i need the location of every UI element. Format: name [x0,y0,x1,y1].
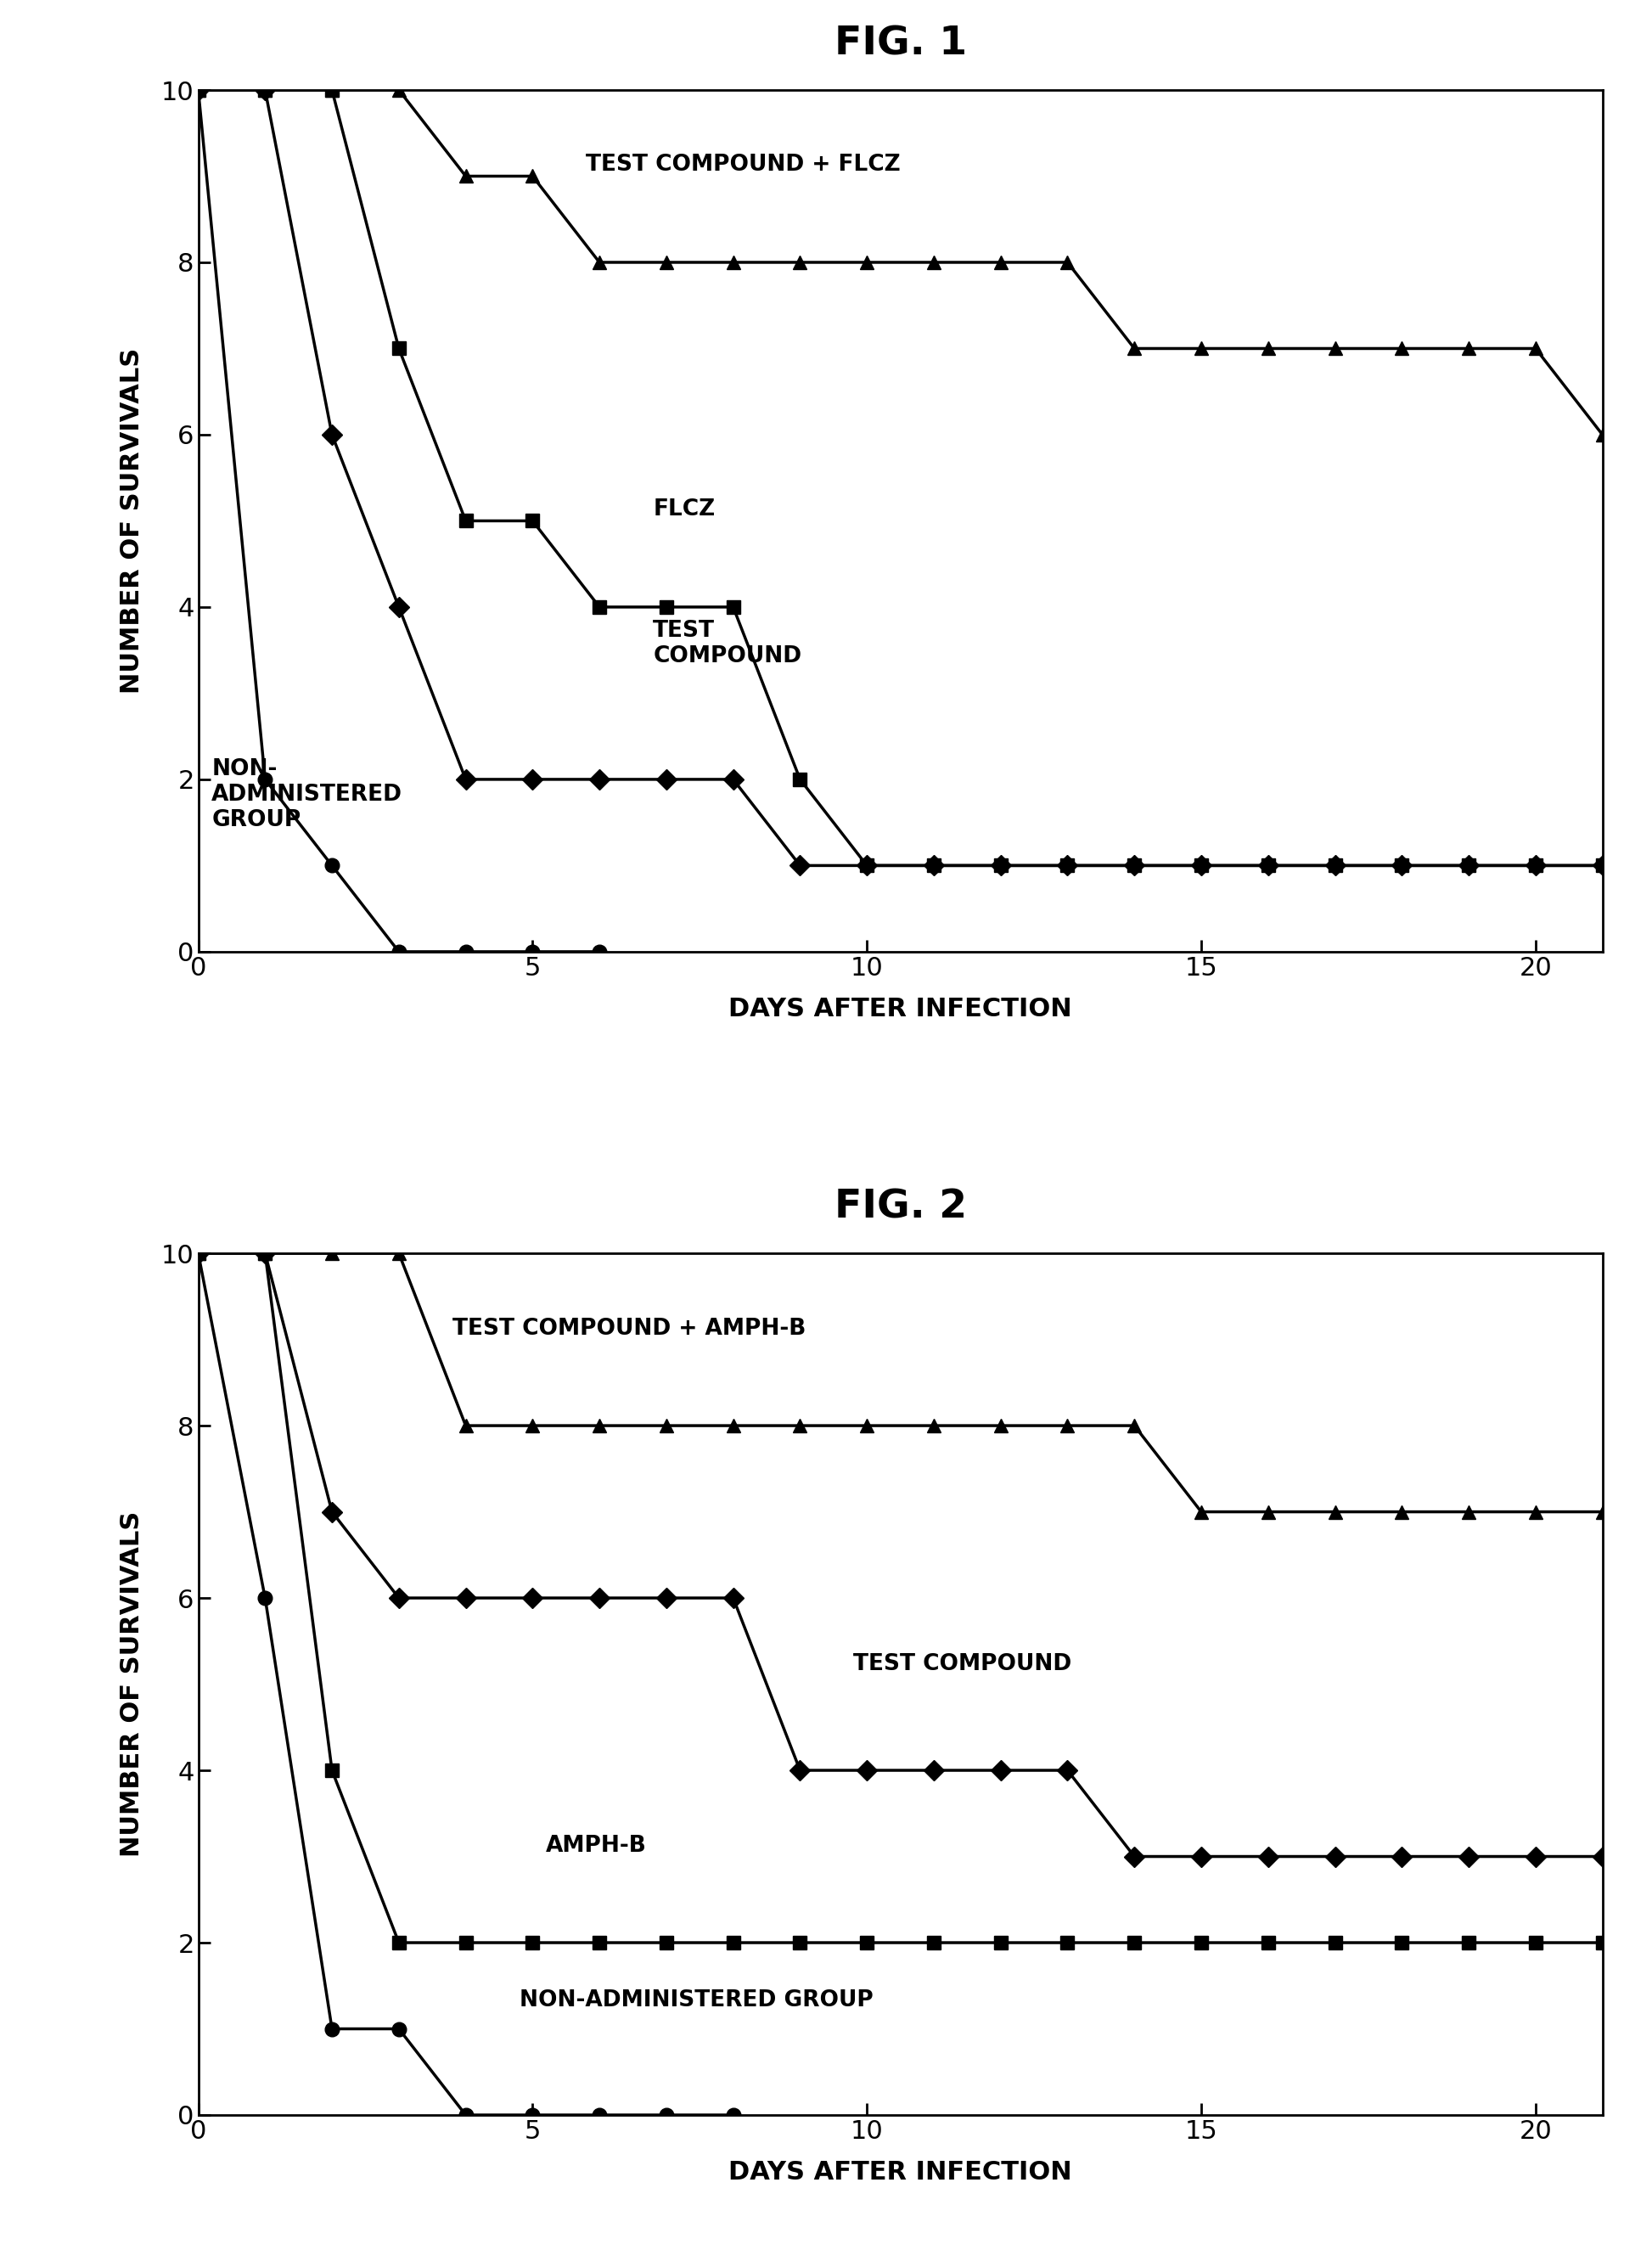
Text: TEST COMPOUND + FLCZ: TEST COMPOUND + FLCZ [586,153,900,176]
Text: AMPH-B: AMPH-B [545,1834,648,1856]
Title: FIG. 1: FIG. 1 [834,25,966,63]
Text: FLCZ: FLCZ [653,500,715,520]
Text: TEST
COMPOUND: TEST COMPOUND [653,619,801,668]
Text: TEST COMPOUND + AMPH-B: TEST COMPOUND + AMPH-B [453,1318,806,1339]
Y-axis label: NUMBER OF SURVIVALS: NUMBER OF SURVIVALS [121,349,145,693]
Y-axis label: NUMBER OF SURVIVALS: NUMBER OF SURVIVALS [121,1512,145,1856]
X-axis label: DAYS AFTER INFECTION: DAYS AFTER INFECTION [729,997,1072,1022]
Title: FIG. 2: FIG. 2 [834,1188,966,1226]
X-axis label: DAYS AFTER INFECTION: DAYS AFTER INFECTION [729,2160,1072,2185]
Text: NON-ADMINISTERED GROUP: NON-ADMINISTERED GROUP [519,1989,872,2012]
Text: TEST COMPOUND: TEST COMPOUND [854,1654,1072,1676]
Text: NON-
ADMINISTERED
GROUP: NON- ADMINISTERED GROUP [211,758,403,830]
